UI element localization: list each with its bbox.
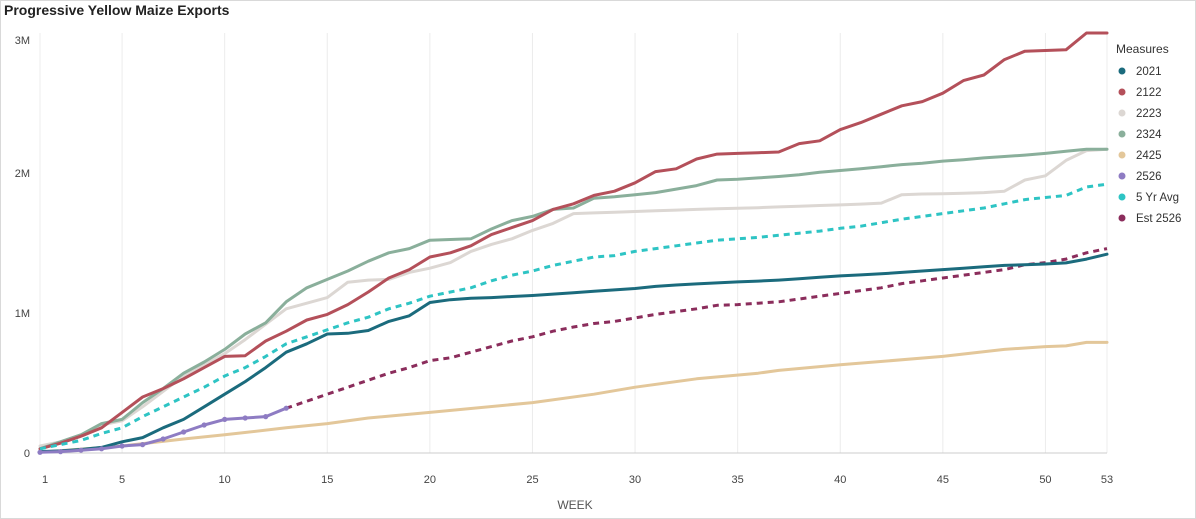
data-point-2526[interactable]: [78, 447, 84, 453]
x-tick-label: 5: [119, 474, 125, 486]
x-tick-label: 30: [629, 474, 641, 486]
data-point-2526[interactable]: [242, 415, 248, 421]
x-tick-label: 15: [321, 474, 333, 486]
y-tick-label: 1M: [15, 308, 30, 320]
series-line-est-2526[interactable]: [285, 247, 1108, 410]
y-axis: 0 1M 2M 3M: [15, 35, 30, 460]
data-point-2526[interactable]: [37, 449, 43, 455]
legend-label-5-yr-avg[interactable]: 5 Yr Avg: [1136, 192, 1179, 204]
y-tick-label: 0: [24, 448, 30, 460]
legend[interactable]: Measures 2021 2122 2223 2324 2425 2526 5 Yr Av…: [1116, 42, 1181, 225]
data-point-2526[interactable]: [201, 422, 207, 428]
series-line-2223[interactable]: [38, 147, 1109, 448]
data-point-2526[interactable]: [119, 443, 125, 449]
series-line-2526[interactable]: [38, 406, 288, 454]
data-point-2526[interactable]: [283, 405, 289, 411]
series-line-2324[interactable]: [38, 147, 1109, 451]
legend-label-2526[interactable]: 2526: [1136, 171, 1162, 183]
x-tick-label: 1: [42, 474, 48, 486]
data-point-2526[interactable]: [57, 449, 64, 455]
legend-title: Measures: [1116, 42, 1169, 56]
x-tick-label: 10: [219, 474, 231, 486]
x-tick-label: 35: [732, 474, 744, 486]
data-point-2526[interactable]: [222, 416, 228, 422]
x-axis: 1 5 10 15 20 25 30 35 40 45 50 53: [42, 474, 1113, 486]
x-tick-label: 20: [424, 474, 436, 486]
data-point-2526[interactable]: [160, 436, 166, 442]
legend-label-2223[interactable]: 2223: [1136, 108, 1162, 120]
legend-label-2122[interactable]: 2122: [1136, 87, 1162, 99]
legend-label-est-2526[interactable]: Est 2526: [1136, 213, 1181, 225]
data-point-2526[interactable]: [98, 446, 105, 452]
x-axis-title: WEEK: [557, 498, 592, 512]
x-tick-label: 25: [526, 474, 538, 486]
series-line-2021[interactable]: [38, 252, 1109, 454]
series-line-2122[interactable]: [38, 31, 1109, 451]
chart-title: Progressive Yellow Maize Exports: [4, 2, 230, 18]
legend-label-2324[interactable]: 2324: [1136, 129, 1162, 141]
legend-marker-2425: [1118, 151, 1126, 159]
series-lines: [37, 31, 1109, 455]
x-tick-label: 45: [937, 474, 949, 486]
legend-marker-2223: [1118, 109, 1126, 117]
data-point-2526[interactable]: [181, 429, 187, 435]
legend-marker-2324: [1118, 130, 1126, 138]
grid-lines: [39, 33, 1108, 454]
y-tick-label: 3M: [15, 35, 30, 47]
legend-marker-2021: [1118, 67, 1126, 75]
legend-label-2425[interactable]: 2425: [1136, 150, 1162, 162]
legend-marker-5-yr-avg: [1118, 193, 1126, 201]
series-line-5-yr-avg[interactable]: [39, 182, 1108, 451]
x-tick-label: 50: [1039, 474, 1051, 486]
x-tick-label: 53: [1101, 474, 1113, 486]
x-tick-label: 40: [834, 474, 846, 486]
y-tick-label: 2M: [15, 168, 30, 180]
legend-label-2021[interactable]: 2021: [1136, 66, 1162, 78]
legend-marker-est-2526: [1118, 214, 1126, 222]
legend-marker-2122: [1118, 88, 1126, 96]
series-line-2425[interactable]: [38, 340, 1109, 454]
data-point-2526[interactable]: [139, 442, 146, 448]
data-point-2526[interactable]: [263, 414, 269, 420]
legend-marker-2526: [1118, 172, 1126, 180]
